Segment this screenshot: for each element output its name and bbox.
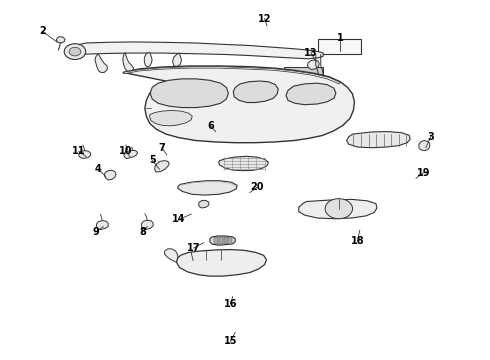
Polygon shape: [219, 237, 222, 244]
Text: 3: 3: [427, 132, 434, 142]
Polygon shape: [198, 201, 209, 208]
Polygon shape: [123, 66, 354, 143]
Text: 14: 14: [172, 215, 186, 224]
Text: 2: 2: [39, 26, 46, 36]
Polygon shape: [142, 220, 153, 229]
Polygon shape: [150, 79, 228, 108]
Circle shape: [64, 44, 86, 59]
Polygon shape: [346, 132, 410, 148]
Text: 12: 12: [258, 14, 271, 24]
Polygon shape: [419, 140, 430, 150]
Polygon shape: [145, 52, 152, 67]
Polygon shape: [219, 77, 229, 93]
Text: 20: 20: [250, 182, 264, 192]
Polygon shape: [177, 181, 237, 195]
Text: 17: 17: [187, 243, 200, 253]
Polygon shape: [123, 67, 340, 84]
Text: 6: 6: [207, 121, 214, 131]
Text: 8: 8: [139, 227, 146, 237]
Text: 9: 9: [93, 227, 99, 237]
Polygon shape: [79, 150, 91, 158]
Text: 10: 10: [119, 146, 132, 156]
Polygon shape: [56, 37, 65, 43]
Polygon shape: [76, 42, 323, 59]
Polygon shape: [210, 236, 235, 245]
Polygon shape: [104, 170, 116, 180]
Polygon shape: [176, 249, 267, 276]
Polygon shape: [97, 221, 108, 229]
Text: 1: 1: [337, 33, 343, 43]
Polygon shape: [150, 111, 192, 126]
FancyBboxPatch shape: [284, 67, 323, 77]
Polygon shape: [223, 237, 227, 244]
Text: 18: 18: [350, 236, 364, 246]
FancyBboxPatch shape: [318, 39, 361, 54]
Polygon shape: [155, 161, 169, 172]
Polygon shape: [228, 237, 232, 244]
Circle shape: [69, 47, 81, 56]
Text: 13: 13: [304, 48, 318, 58]
Polygon shape: [219, 156, 269, 171]
Text: 7: 7: [159, 143, 165, 153]
Text: 11: 11: [72, 146, 86, 156]
Polygon shape: [299, 199, 377, 219]
Text: 15: 15: [223, 336, 237, 346]
Polygon shape: [286, 83, 336, 105]
Polygon shape: [164, 85, 181, 108]
Polygon shape: [124, 150, 138, 158]
Polygon shape: [164, 249, 178, 262]
Text: 4: 4: [95, 164, 102, 174]
Polygon shape: [233, 81, 278, 103]
Polygon shape: [95, 54, 107, 72]
Text: 5: 5: [149, 155, 155, 165]
Polygon shape: [172, 53, 181, 67]
Text: 16: 16: [223, 299, 237, 309]
Text: 19: 19: [416, 168, 430, 178]
Polygon shape: [123, 53, 134, 72]
Polygon shape: [214, 237, 218, 244]
Circle shape: [325, 199, 352, 219]
Polygon shape: [308, 60, 319, 69]
